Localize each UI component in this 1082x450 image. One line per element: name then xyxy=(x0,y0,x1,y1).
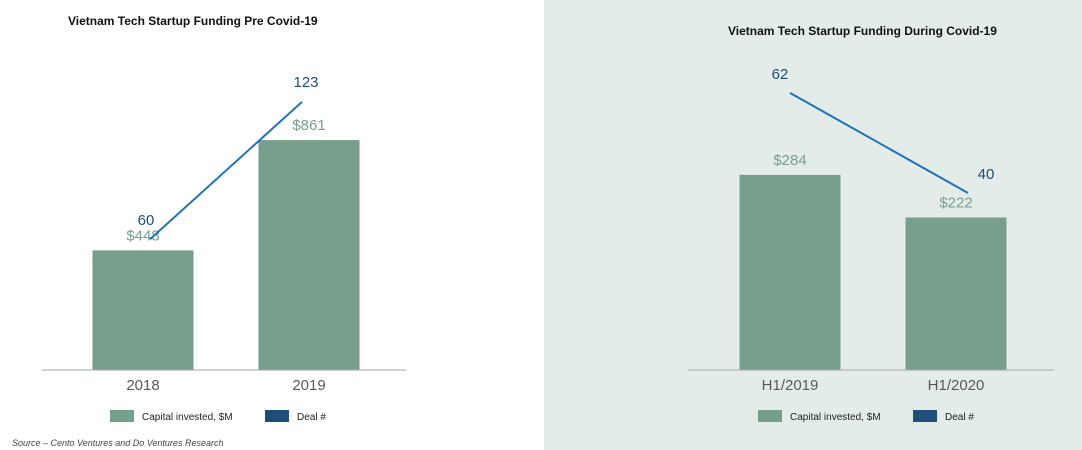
bar-2018 xyxy=(92,250,194,370)
deal-value-label: 123 xyxy=(293,74,318,91)
deal-series-line xyxy=(149,101,303,240)
chart-panel-pre-covid: Vietnam Tech Startup Funding Pre Covid-1… xyxy=(12,14,406,448)
chart-svg-during-covid: $284 $222 H1/2019 H1/2020 62 40 Capital invest… xyxy=(688,66,1054,423)
legend-label: Deal # xyxy=(297,412,326,423)
bar-value-label: $284 xyxy=(773,152,806,169)
source-note: Source – Cento Ventures and Do Ventures … xyxy=(12,438,224,448)
deal-series-line xyxy=(789,92,969,194)
legend-label: Capital invested, $M xyxy=(142,412,233,423)
bar-value-label: $222 xyxy=(939,194,972,211)
bar-H1/2019 xyxy=(739,174,841,370)
bar-2019 xyxy=(258,140,360,370)
deal-value-label: 40 xyxy=(978,166,995,183)
chart-title: Vietnam Tech Startup Funding Pre Covid-1… xyxy=(68,14,318,28)
bar-H1/2020 xyxy=(905,217,1007,370)
x-tick-label: H1/2020 xyxy=(928,377,985,394)
x-tick-label: 2018 xyxy=(126,377,159,394)
legend-swatch-deal xyxy=(265,410,289,422)
legend-swatch-capital xyxy=(110,410,134,422)
chart-title: Vietnam Tech Startup Funding During Covi… xyxy=(728,24,997,38)
chart-panel-during-covid: Vietnam Tech Startup Funding During Covi… xyxy=(544,0,1082,450)
legend-label: Deal # xyxy=(945,412,974,423)
bar-value-label: $861 xyxy=(292,117,325,134)
x-tick-label: 2019 xyxy=(292,377,325,394)
legend-swatch-deal xyxy=(913,410,937,422)
legend-swatch-capital xyxy=(758,410,782,422)
bar-value-label: $448 xyxy=(126,227,159,244)
chart-svg-pre-covid: $448 $861 2018 2019 60 123 Capital invested, $… xyxy=(42,74,406,423)
deal-value-label: 60 xyxy=(138,212,155,229)
deal-value-label: 62 xyxy=(772,66,789,83)
x-tick-label: H1/2019 xyxy=(762,377,819,394)
legend-label: Capital invested, $M xyxy=(790,412,881,423)
